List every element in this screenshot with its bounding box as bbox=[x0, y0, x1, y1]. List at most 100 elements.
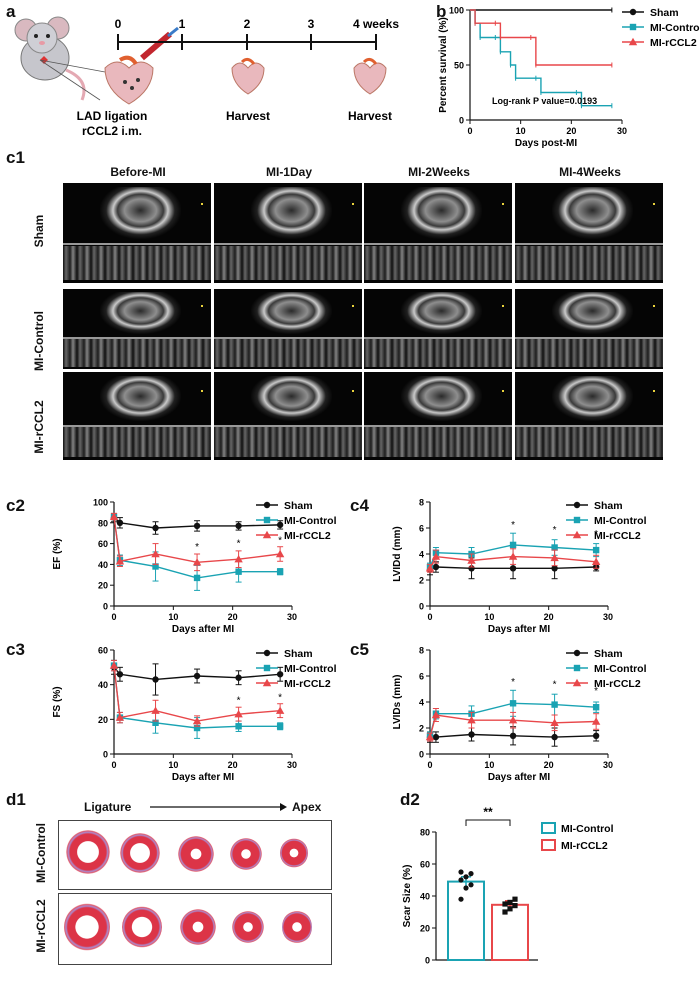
event-rccl2: rCCL2 i.m. bbox=[82, 124, 142, 138]
y-tick-label: 60 bbox=[420, 860, 430, 870]
echo-col-mi-1day: MI-1Day bbox=[265, 165, 312, 179]
data-point bbox=[275, 706, 285, 714]
logrank-annotation: Log-rank P value=0.0193 bbox=[492, 96, 597, 106]
timeline-tick-0: 0 bbox=[115, 17, 122, 31]
timeline-tick-1: 1 bbox=[179, 17, 186, 31]
legend-marker bbox=[573, 649, 581, 657]
scatter-point bbox=[507, 906, 513, 912]
series-line bbox=[429, 714, 597, 738]
data-point bbox=[192, 716, 202, 725]
echo-mm bbox=[214, 246, 362, 280]
scatter-point bbox=[463, 885, 469, 891]
legend-label: Sham bbox=[284, 500, 313, 512]
legend-marker bbox=[572, 530, 582, 539]
echo-ydot bbox=[352, 389, 354, 392]
event-harvest-2: Harvest bbox=[226, 109, 270, 123]
scar-size-chart: 0 20 40 60 80 Scar Size (%) ** MI-Control MI-rCC… bbox=[402, 805, 614, 966]
legend-marker bbox=[263, 649, 271, 657]
panel-label-c1: c1 bbox=[6, 148, 25, 167]
data-point bbox=[152, 676, 159, 683]
y-tick-label: 40 bbox=[98, 680, 108, 690]
data-point bbox=[592, 704, 600, 711]
echo-sep bbox=[515, 337, 663, 339]
scatter-point bbox=[463, 874, 469, 880]
y-axis-label: Percent survival (%) bbox=[438, 17, 449, 113]
echo-image bbox=[63, 183, 211, 283]
scatter-point bbox=[512, 903, 518, 909]
significance-star: * bbox=[511, 677, 515, 688]
x-tick-label: 0 bbox=[111, 612, 116, 622]
legend-marker bbox=[262, 530, 272, 539]
echo-sep bbox=[214, 337, 362, 339]
heart-slice bbox=[122, 906, 162, 948]
data-point bbox=[551, 544, 558, 551]
echo-image bbox=[63, 289, 211, 369]
data-point bbox=[193, 724, 201, 732]
legend-marker bbox=[262, 678, 272, 687]
x-tick-label: 20 bbox=[544, 612, 554, 622]
data-point bbox=[275, 549, 285, 558]
x-tick-label: 30 bbox=[287, 612, 297, 622]
echo-fan bbox=[552, 292, 634, 334]
echo-mm bbox=[515, 427, 663, 458]
echo-sep bbox=[214, 424, 362, 427]
data-point bbox=[425, 732, 435, 741]
x-tick-label: 20 bbox=[228, 612, 238, 622]
histology-label-rccl2: MI-rCCL2 bbox=[34, 899, 48, 953]
data-point bbox=[193, 522, 201, 530]
echo-mm bbox=[214, 427, 362, 458]
data-point bbox=[152, 719, 159, 726]
data-point bbox=[431, 552, 441, 560]
y-tick-label: 0 bbox=[459, 116, 464, 126]
data-point bbox=[425, 564, 435, 572]
survival-chart: 0 50 100 0 10 20 30 Days post-MI Percent surviva… bbox=[438, 6, 700, 150]
y-tick-label: 80 bbox=[98, 518, 108, 528]
x-axis-label: Days after MI bbox=[488, 772, 550, 783]
legend-label: MI-Control bbox=[284, 663, 337, 675]
data-point bbox=[109, 512, 119, 520]
x-tick-label: 0 bbox=[467, 126, 472, 136]
significance-star: * bbox=[237, 539, 241, 550]
legend-label: MI-rCCL2 bbox=[594, 530, 641, 542]
mouse-illustration bbox=[14, 16, 86, 101]
event-lad-ligation: LAD ligation bbox=[77, 109, 148, 123]
y-tick-label: 0 bbox=[419, 750, 424, 760]
echo-mm bbox=[63, 246, 211, 280]
x-tick-label: 10 bbox=[168, 760, 178, 770]
data-point bbox=[592, 546, 600, 554]
echo-fan bbox=[552, 375, 634, 422]
y-tick-label: 20 bbox=[98, 715, 108, 725]
echo-image bbox=[515, 372, 663, 460]
data-point bbox=[551, 565, 558, 572]
x-tick-label: 10 bbox=[168, 612, 178, 622]
echo-sep bbox=[364, 424, 512, 427]
timeline-diagram: 0 1 2 3 4 weeks LAD ligation rCCL2 i.m. … bbox=[14, 16, 399, 138]
event-harvest-4: Harvest bbox=[348, 109, 392, 123]
x-tick-label: 0 bbox=[111, 760, 116, 770]
echo-fan bbox=[401, 292, 483, 334]
echo-row-mi-rccl2: MI-rCCL2 bbox=[32, 400, 46, 454]
legend-label: Sham bbox=[594, 500, 623, 512]
legend-label: MI-rCCL2 bbox=[650, 37, 697, 49]
lvids-chart: 0 2 4 6 8 0 10 20 30 Days after MI LVIDs (mm) * * * Sh… bbox=[392, 646, 647, 784]
scatter-point bbox=[502, 901, 508, 907]
legend-marker bbox=[572, 678, 582, 687]
scatter-point bbox=[458, 869, 464, 875]
y-tick-label: 100 bbox=[93, 498, 108, 508]
x-tick-label: 30 bbox=[603, 612, 613, 622]
heart-slice bbox=[120, 833, 160, 873]
echo-fan bbox=[100, 292, 182, 334]
echo-ydot bbox=[201, 203, 203, 205]
x-tick-label: 20 bbox=[228, 760, 238, 770]
significance-star: * bbox=[278, 692, 282, 703]
echo-fan bbox=[100, 187, 182, 239]
y-tick-label: 2 bbox=[419, 724, 424, 734]
data-point bbox=[115, 713, 125, 721]
echo-image bbox=[364, 372, 512, 460]
significance-star: * bbox=[594, 529, 598, 540]
echo-image bbox=[214, 183, 362, 283]
data-point bbox=[116, 671, 124, 678]
data-point bbox=[509, 732, 517, 739]
data-point bbox=[276, 671, 284, 678]
y-axis-label: Scar Size (%) bbox=[402, 865, 413, 928]
